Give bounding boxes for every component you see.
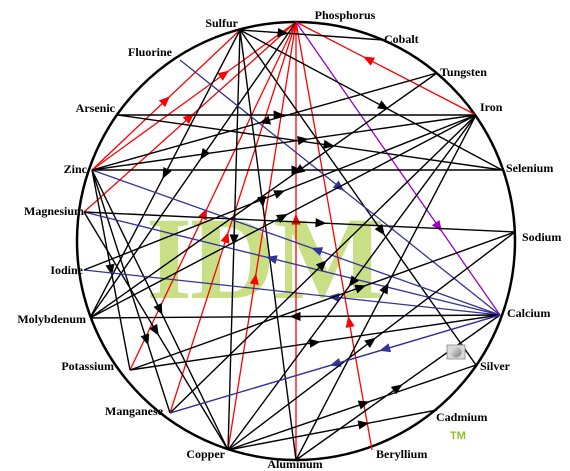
arrowhead-magnesium-calcium bbox=[265, 255, 278, 265]
node-fluorine: Fluorine bbox=[128, 45, 173, 59]
arrowhead-calcium-manganese bbox=[379, 343, 392, 353]
arrowhead-tungsten-zinc bbox=[259, 115, 272, 125]
node-molybdenum: Molybdenum bbox=[17, 312, 86, 326]
node-copper: Copper bbox=[186, 447, 225, 461]
node-cadmium: Cadmium bbox=[436, 410, 487, 424]
arrowhead-iodine-iron bbox=[273, 190, 286, 199]
arrowhead-phosphorus-iron bbox=[363, 56, 375, 66]
edge-phosphorus-zinc bbox=[91, 21, 297, 171]
arrowhead-potassium-sodium bbox=[354, 284, 367, 294]
arrowhead-molybdenum-calcium bbox=[289, 311, 301, 322]
node-zinc: Zinc bbox=[64, 162, 88, 176]
node-manganese: Manganese bbox=[105, 404, 164, 418]
arrowhead-copper-silver bbox=[357, 400, 370, 410]
tm-mark: TM bbox=[450, 430, 466, 442]
node-magnesium: Magnesium bbox=[24, 204, 84, 218]
node-beryllium: Beryllium bbox=[376, 447, 427, 461]
node-label-layer: Phosphorus Cobalt Tungsten Iron Selenium… bbox=[17, 8, 561, 471]
edge-zinc-calcium bbox=[91, 169, 501, 316]
edge-molybdenum-tungsten bbox=[89, 72, 438, 319]
arrowhead-magnesium-copper bbox=[149, 323, 159, 336]
node-sodium: Sodium bbox=[522, 230, 561, 244]
arrowhead-copper-sodium bbox=[364, 337, 376, 348]
arrowhead-aluminum-calcium bbox=[390, 384, 403, 395]
arrowhead-phosphorus-magnesium bbox=[182, 113, 195, 125]
arrowhead-molybdenum-tungsten bbox=[293, 164, 306, 175]
edge-phosphorus-calcium bbox=[295, 21, 501, 316]
arrowhead-phosphorus-manganese bbox=[220, 231, 230, 244]
edge-sulfur-silver bbox=[239, 29, 477, 366]
edge-arsenic-selenium bbox=[117, 114, 503, 171]
arrowhead-copper-cadmium bbox=[357, 420, 370, 430]
edge-potassium-sodium bbox=[129, 231, 516, 371]
node-phosphorus: Phosphorus bbox=[315, 8, 376, 22]
edge-phosphorus-iron bbox=[295, 21, 477, 116]
edge-zinc-manganese bbox=[91, 169, 171, 414]
node-sulfur: Sulfur bbox=[205, 16, 238, 30]
edge-phosphorus-potassium bbox=[129, 21, 297, 371]
edge-sulfur-selenium bbox=[239, 29, 503, 171]
node-arsenic: Arsenic bbox=[76, 101, 116, 115]
arrowhead-phosphorus-beryllium bbox=[345, 316, 355, 328]
node-aluminum: Aluminum bbox=[267, 457, 322, 471]
edge-copper-silver bbox=[227, 364, 477, 451]
node-silver: Silver bbox=[480, 359, 511, 373]
arrowhead-phosphorus-zinc bbox=[217, 70, 230, 81]
arrowhead-phosphorus-copper bbox=[249, 273, 259, 285]
arrowhead-phosphorus-calcium bbox=[431, 219, 442, 232]
arrowhead-aluminum-iron bbox=[379, 282, 389, 295]
edge-iodine-calcium bbox=[83, 269, 501, 316]
arrowhead-sulfur-silver bbox=[374, 223, 385, 236]
node-potassium: Potassium bbox=[61, 359, 114, 373]
node-tungsten: Tungsten bbox=[440, 65, 487, 79]
edge-copper-cadmium bbox=[227, 409, 438, 451]
arrowhead-zinc-calcium bbox=[311, 247, 324, 256]
arrowhead-manganese-iron bbox=[315, 260, 327, 272]
node-calcium: Calcium bbox=[507, 306, 550, 320]
edge-magnesium-calcium bbox=[83, 211, 501, 316]
edge-magnesium-sodium bbox=[83, 211, 516, 233]
arrowhead-sulfur-copper bbox=[229, 234, 239, 246]
arrowhead-sulfur-zinc bbox=[158, 96, 170, 108]
edge-sulfur-cobalt bbox=[239, 29, 385, 41]
arrowhead-molybdenum-iron bbox=[275, 213, 288, 224]
node-iron: Iron bbox=[480, 100, 503, 114]
arrowhead-magnesium-sodium bbox=[315, 218, 327, 228]
sphere-icon bbox=[446, 344, 466, 360]
arrowhead-potassium-calcium bbox=[308, 338, 321, 348]
arrowhead-zinc-manganese bbox=[140, 333, 150, 346]
arrowhead-arsenic-iron bbox=[273, 110, 285, 120]
arrowhead-zinc-iron bbox=[297, 135, 309, 146]
arrowhead-arsenic-selenium bbox=[323, 139, 335, 150]
edge-zinc-iron bbox=[91, 114, 477, 171]
node-cobalt: Cobalt bbox=[384, 32, 419, 46]
edge-layer bbox=[83, 21, 516, 461]
edge-sulfur-aluminum bbox=[239, 29, 297, 461]
edge-phosphorus-beryllium bbox=[295, 21, 373, 451]
node-selenium: Selenium bbox=[506, 161, 553, 175]
arrowhead-sulfur-cobalt bbox=[277, 28, 289, 38]
arrowhead-copper-iron bbox=[348, 275, 359, 287]
edge-calcium-manganese bbox=[169, 314, 501, 414]
node-iodine: Iodine bbox=[50, 263, 83, 277]
arrowhead-sulfur-selenium bbox=[377, 100, 389, 110]
arrowhead-zinc-copper bbox=[153, 303, 163, 315]
